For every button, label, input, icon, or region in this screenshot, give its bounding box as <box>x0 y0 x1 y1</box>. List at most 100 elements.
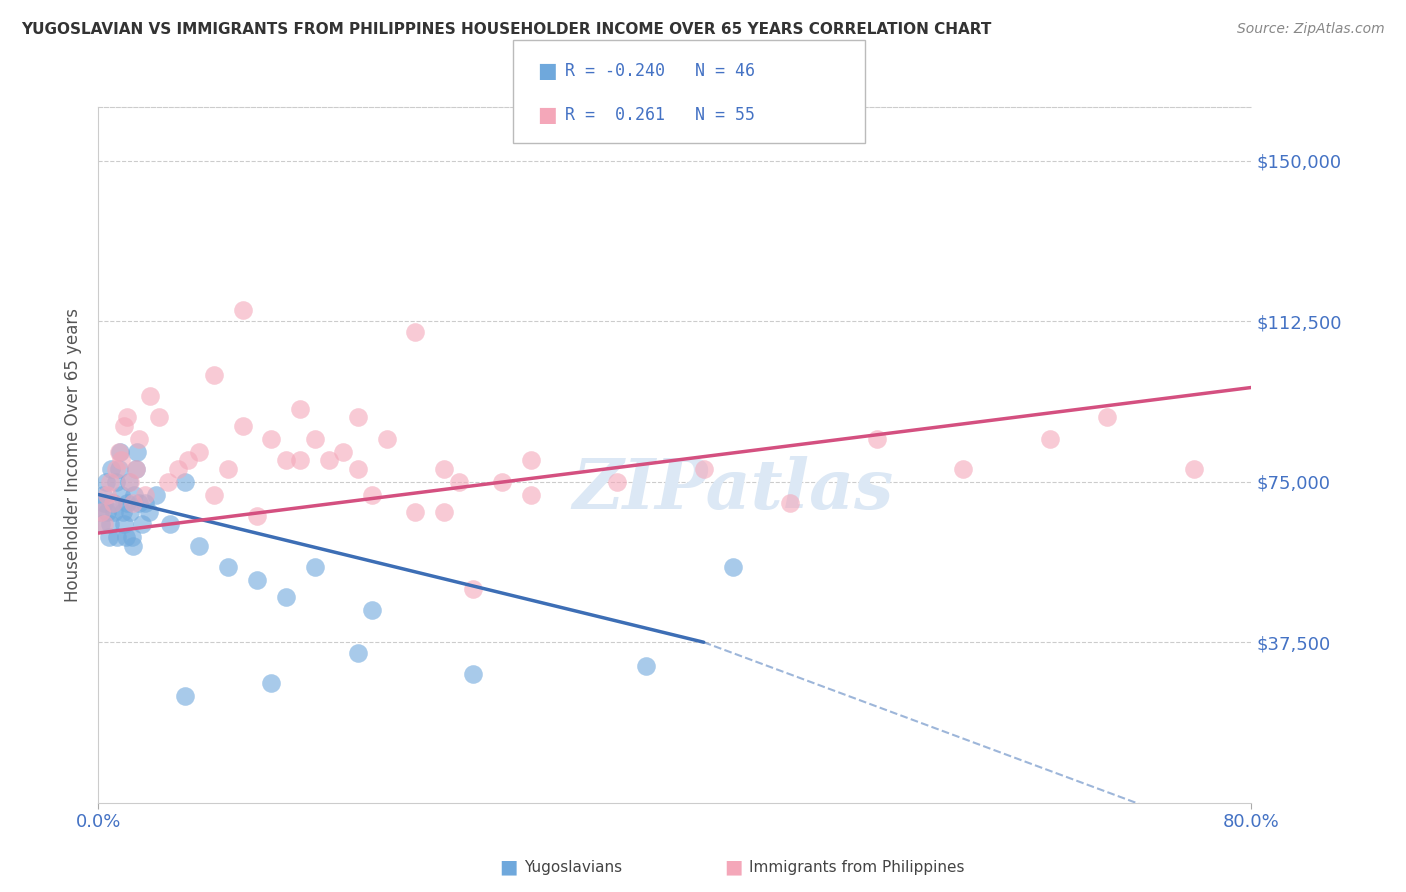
Text: Source: ZipAtlas.com: Source: ZipAtlas.com <box>1237 22 1385 37</box>
Point <box>114 530 136 544</box>
Point <box>134 496 156 510</box>
Point <box>107 462 129 476</box>
Text: Immigrants from Philippines: Immigrants from Philippines <box>749 860 965 874</box>
Point <box>98 475 121 489</box>
Point <box>1038 432 1062 446</box>
Point <box>779 496 801 510</box>
Point <box>1097 410 1119 425</box>
Point <box>159 517 181 532</box>
Text: ZIPatlas: ZIPatlas <box>572 456 893 524</box>
Point <box>90 517 112 532</box>
Point <box>101 496 124 510</box>
Point <box>520 453 543 467</box>
Point <box>260 676 283 690</box>
Point <box>120 505 142 519</box>
Point <box>108 444 131 458</box>
Point <box>117 496 139 510</box>
Point <box>202 487 225 501</box>
Point <box>274 591 297 605</box>
Point <box>105 530 128 544</box>
Point <box>96 487 118 501</box>
Text: ■: ■ <box>724 857 742 877</box>
Point <box>290 453 312 467</box>
Point <box>332 444 354 458</box>
Point <box>156 475 179 489</box>
Point <box>93 496 115 510</box>
Point <box>304 432 326 446</box>
Point <box>346 646 368 660</box>
Point <box>134 487 156 501</box>
Point <box>148 410 170 425</box>
Point <box>112 517 135 532</box>
Point <box>260 432 283 446</box>
Point <box>274 453 297 467</box>
Point <box>188 539 211 553</box>
Point <box>118 475 141 489</box>
Text: R =  0.261   N = 55: R = 0.261 N = 55 <box>565 106 755 124</box>
Point <box>122 539 145 553</box>
Point <box>103 505 125 519</box>
Text: ■: ■ <box>537 105 557 125</box>
Point <box>110 487 132 501</box>
Point <box>104 462 127 476</box>
Point <box>246 573 269 587</box>
Point <box>231 303 254 318</box>
Point <box>202 368 225 382</box>
Point <box>246 508 269 523</box>
Point <box>405 505 427 519</box>
Point <box>318 453 340 467</box>
Point <box>93 517 115 532</box>
Point <box>361 603 384 617</box>
Point <box>520 487 543 501</box>
Point <box>433 505 456 519</box>
Point <box>405 325 427 339</box>
Point <box>117 410 139 425</box>
Point <box>107 444 129 458</box>
Point <box>111 505 134 519</box>
Text: ■: ■ <box>537 61 557 81</box>
Point <box>96 505 118 519</box>
Point <box>290 401 312 416</box>
Point <box>217 462 239 476</box>
Point <box>491 475 513 489</box>
Point <box>174 475 197 489</box>
Point <box>231 419 254 434</box>
Point <box>90 505 112 519</box>
Point <box>98 517 121 532</box>
Point <box>188 444 211 458</box>
Point <box>110 453 132 467</box>
Point <box>131 517 153 532</box>
Point <box>361 487 384 501</box>
Point <box>606 475 628 489</box>
Text: YUGOSLAVIAN VS IMMIGRANTS FROM PHILIPPINES HOUSEHOLDER INCOME OVER 65 YEARS CORR: YUGOSLAVIAN VS IMMIGRANTS FROM PHILIPPIN… <box>21 22 991 37</box>
Point <box>1182 462 1205 476</box>
Point <box>375 432 398 446</box>
Point <box>952 462 974 476</box>
Point <box>125 462 148 476</box>
Point <box>101 496 124 510</box>
Point <box>346 410 368 425</box>
Text: R = -0.240   N = 46: R = -0.240 N = 46 <box>565 62 755 79</box>
Point <box>122 496 145 510</box>
Point <box>138 505 160 519</box>
Point <box>124 487 146 501</box>
Point <box>100 462 122 476</box>
Text: ■: ■ <box>499 857 517 877</box>
Point <box>174 689 197 703</box>
Point <box>721 560 744 574</box>
Point <box>217 560 239 574</box>
Point <box>127 444 149 458</box>
Point <box>128 432 150 446</box>
Point <box>94 475 117 489</box>
Point <box>693 462 716 476</box>
Point <box>125 462 148 476</box>
Point <box>120 475 142 489</box>
Point <box>145 487 167 501</box>
Point <box>304 560 326 574</box>
Point <box>447 475 470 489</box>
Point <box>89 505 111 519</box>
Point <box>177 453 200 467</box>
Point <box>433 462 456 476</box>
Point <box>866 432 889 446</box>
Point <box>97 530 120 544</box>
